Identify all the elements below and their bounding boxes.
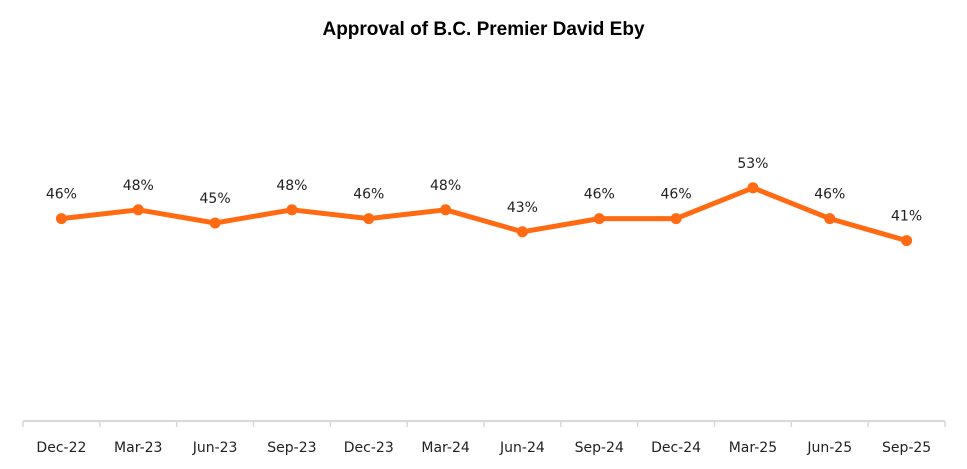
x-tick-label: Jun-23	[192, 440, 238, 456]
x-tick-label: Sep-23	[267, 440, 316, 456]
data-label: 46%	[353, 187, 384, 203]
data-point	[824, 213, 836, 225]
x-tick-label: Jun-24	[499, 440, 545, 456]
data-label: 46%	[584, 187, 615, 203]
data-point	[593, 213, 605, 225]
data-point	[516, 226, 528, 238]
x-tick-label: Mar-23	[114, 440, 162, 456]
data-point	[440, 204, 452, 216]
x-tick-label: Sep-24	[575, 440, 624, 456]
data-point	[55, 213, 67, 225]
data-label: 48%	[430, 178, 461, 194]
series-line	[61, 185, 908, 244]
data-point	[132, 204, 144, 216]
data-label: 46%	[814, 187, 845, 203]
x-tick-label: Dec-23	[344, 440, 394, 456]
data-point	[363, 213, 375, 225]
data-point	[901, 235, 913, 247]
x-tick-label: Mar-25	[729, 440, 777, 456]
x-tick-label: Dec-24	[651, 440, 701, 456]
data-label: 46%	[661, 187, 692, 203]
data-point	[670, 213, 682, 225]
data-label: 45%	[200, 191, 231, 207]
data-point	[286, 204, 298, 216]
data-label: 53%	[737, 156, 768, 172]
data-point	[747, 182, 759, 194]
data-point	[209, 217, 221, 229]
x-tick-label: Sep-25	[882, 440, 931, 456]
x-tick-label: Dec-22	[36, 440, 86, 456]
data-label: 48%	[276, 178, 307, 194]
x-tick-label: Jun-25	[806, 440, 852, 456]
x-tick-label: Mar-24	[421, 440, 469, 456]
data-label: 41%	[891, 209, 922, 225]
chart-title: Approval of B.C. Premier David Eby	[322, 19, 645, 40]
data-label: 46%	[46, 187, 77, 203]
data-label: 48%	[123, 178, 154, 194]
data-label: 43%	[507, 200, 538, 216]
